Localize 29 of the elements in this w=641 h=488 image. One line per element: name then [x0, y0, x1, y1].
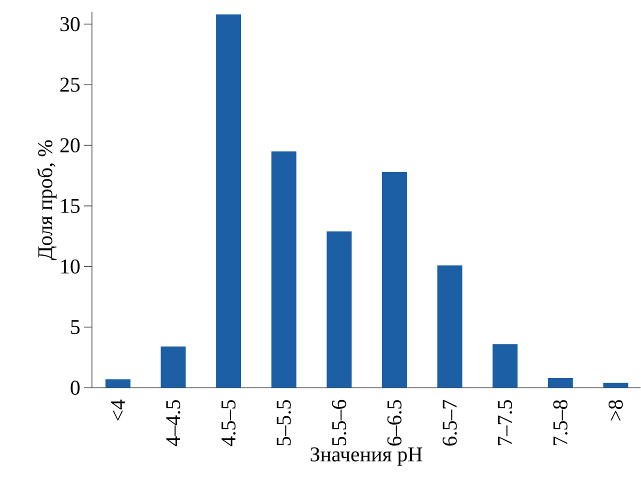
- x-axis-title: Значения pH: [310, 448, 422, 466]
- bar: [492, 344, 518, 388]
- bar: [105, 379, 130, 388]
- x-tick-label: 4–4.5: [166, 400, 180, 446]
- y-tick-label: 25: [60, 78, 80, 92]
- x-tick-label: <4: [111, 400, 125, 421]
- y-tick-label: 5: [71, 320, 80, 334]
- bar: [271, 152, 296, 388]
- y-tick-label: 15: [61, 199, 80, 214]
- x-tick-label: 6–6.5: [387, 400, 402, 446]
- x-tick-label: 5.5–6: [332, 400, 346, 446]
- x-tick-label: >8: [608, 400, 623, 421]
- bar: [160, 346, 186, 388]
- x-tick-label: 4.5–5: [222, 400, 236, 446]
- x-tick-label: 7.5–8: [553, 400, 568, 446]
- bar: [437, 265, 462, 388]
- y-tick-label: 20: [60, 138, 80, 153]
- x-tick-label: 5–5.5: [276, 400, 291, 446]
- bar: [216, 14, 242, 388]
- bar: [548, 378, 573, 388]
- y-tick-label: 0: [70, 380, 80, 395]
- bar: [603, 383, 628, 388]
- y-tick-label: 10: [61, 260, 80, 274]
- x-tick-label: 7–7.5: [498, 400, 512, 446]
- x-tick-label: 6.5–7: [442, 400, 457, 446]
- y-axis-title: Доля проб, %: [37, 140, 57, 260]
- bar: [382, 172, 407, 388]
- bar: [326, 232, 352, 388]
- y-tick-label: 30: [60, 17, 80, 32]
